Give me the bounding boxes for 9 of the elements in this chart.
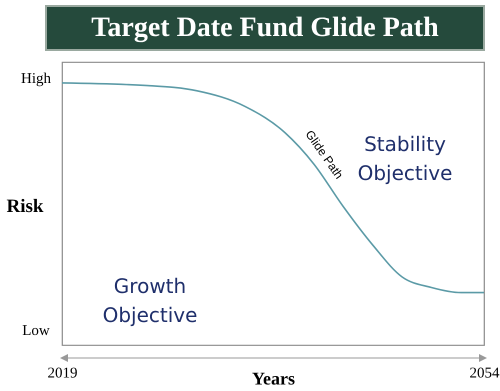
annotation: Growth Objective bbox=[102, 274, 198, 327]
chart-title: Target Date Fund Glide Path bbox=[45, 5, 485, 51]
y-axis-title: Risk bbox=[6, 196, 44, 217]
text: Low bbox=[22, 323, 50, 339]
x-tick-label: 2019 bbox=[48, 366, 78, 382]
x-tick-label: 2054 bbox=[470, 366, 500, 382]
annotation: Stability Objective bbox=[358, 132, 452, 185]
text: High bbox=[21, 71, 52, 87]
x-axis-title: Years bbox=[252, 368, 295, 388]
